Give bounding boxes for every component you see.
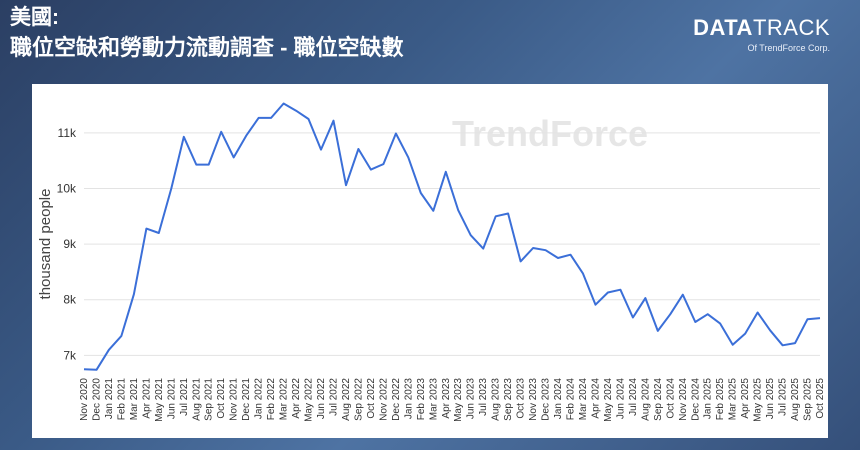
- x-tick-label: Jun 2023: [466, 378, 477, 420]
- x-tick-label: Apr 2022: [291, 378, 302, 419]
- y-axis-label: thousand people: [37, 189, 54, 300]
- brand-wordmark: DATATRACK: [693, 16, 830, 40]
- x-tick-label: Mar 2021: [129, 378, 140, 421]
- x-tick-label: Oct 2021: [216, 378, 227, 419]
- brand-logo: DATATRACK Of TrendForce Corp.: [693, 16, 830, 54]
- y-tick-label: 10k: [57, 182, 77, 196]
- y-tick-label: 8k: [63, 293, 77, 307]
- x-tick-label: Jul 2022: [328, 378, 339, 416]
- x-tick-label: Feb 2025: [715, 378, 726, 421]
- x-tick-label: Nov 2021: [229, 378, 240, 421]
- x-tick-label: May 2023: [453, 378, 464, 422]
- x-tick-label: Sep 2023: [503, 378, 514, 421]
- x-tick-label: Oct 2023: [516, 378, 527, 419]
- x-tick-label: Mar 2024: [578, 378, 589, 421]
- x-tick-label: Oct 2024: [665, 378, 676, 419]
- x-tick-label: Jun 2025: [765, 378, 776, 420]
- x-tick-label: Apr 2021: [141, 378, 152, 419]
- x-axis-ticks: Nov 2020 Dec 2020 Jan 2021 Feb 2021 Mar 2021…: [79, 378, 826, 422]
- x-tick-label: Aug 2022: [341, 378, 352, 421]
- x-tick-label: Apr 2024: [590, 378, 601, 419]
- y-axis-ticks: 7k 8k 9k 10k 11k: [57, 126, 77, 362]
- x-tick-label: Jan 2025: [703, 378, 714, 420]
- x-tick-label: Jul 2025: [778, 378, 789, 416]
- x-tick-label: May 2022: [304, 378, 315, 422]
- x-tick-label: Dec 2020: [91, 378, 102, 421]
- page-title-region: 美國:: [10, 6, 59, 29]
- line-chart: TrendForce 7k 8k 9k 10k 11k Nov 2020 Dec 2020…: [37, 102, 826, 422]
- x-tick-label: Oct 2025: [815, 378, 826, 419]
- page-title: 職位空缺和勞動力流動調查 - 職位空缺數: [10, 35, 404, 60]
- x-tick-label: Jun 2022: [316, 378, 327, 420]
- series-line: [83, 102, 821, 371]
- x-tick-label: Dec 2022: [391, 378, 402, 421]
- x-tick-label: Dec 2024: [690, 378, 701, 421]
- x-tick-label: Jun 2024: [615, 378, 626, 420]
- x-tick-label: Jan 2024: [553, 378, 564, 420]
- grid-lines: [84, 132, 820, 356]
- x-tick-label: Sep 2022: [353, 378, 364, 421]
- y-tick-label: 7k: [63, 348, 77, 362]
- x-tick-label: Sep 2025: [803, 378, 814, 421]
- x-tick-label: Apr 2025: [740, 378, 751, 419]
- x-tick-label: Feb 2021: [116, 378, 127, 421]
- x-tick-label: Jan 2021: [104, 378, 115, 420]
- x-tick-label: Apr 2023: [441, 378, 452, 419]
- x-tick-label: Dec 2023: [541, 378, 552, 421]
- title-block: 美國: 職位空缺和勞動力流動調查 - 職位空缺數: [10, 4, 404, 64]
- x-tick-label: Aug 2021: [191, 378, 202, 421]
- x-tick-label: Dec 2021: [241, 378, 252, 421]
- x-tick-label: Feb 2022: [266, 378, 277, 421]
- x-tick-label: Mar 2023: [428, 378, 439, 421]
- x-tick-label: Jun 2021: [166, 378, 177, 420]
- x-tick-label: Nov 2023: [528, 378, 539, 421]
- x-tick-label: Jul 2023: [478, 378, 489, 416]
- x-tick-label: Mar 2025: [728, 378, 739, 421]
- x-tick-label: May 2021: [154, 378, 165, 422]
- x-tick-label: Mar 2022: [279, 378, 290, 421]
- x-tick-label: Jul 2024: [628, 378, 639, 416]
- x-tick-label: Aug 2024: [640, 378, 651, 421]
- watermark: TrendForce: [452, 113, 648, 154]
- brand-wordmark-bold: DATA: [693, 15, 753, 40]
- x-tick-label: Feb 2023: [416, 378, 427, 421]
- x-tick-label: Jan 2022: [254, 378, 265, 420]
- x-tick-label: Nov 2020: [79, 378, 90, 421]
- x-tick-label: Jan 2023: [403, 378, 414, 420]
- brand-wordmark-light: TRACK: [752, 15, 830, 40]
- brand-subtitle: Of TrendForce Corp.: [747, 43, 830, 53]
- x-tick-label: Nov 2022: [378, 378, 389, 421]
- x-tick-label: Oct 2022: [366, 378, 377, 419]
- x-tick-label: Feb 2024: [566, 378, 577, 421]
- chart-panel: TrendForce 7k 8k 9k 10k 11k Nov 2020 Dec 2020…: [32, 84, 828, 438]
- y-tick-label: 9k: [63, 237, 77, 251]
- x-tick-label: Nov 2024: [678, 378, 689, 421]
- x-tick-label: Aug 2023: [491, 378, 502, 421]
- x-tick-label: Aug 2025: [790, 378, 801, 421]
- x-tick-label: Sep 2024: [653, 378, 664, 421]
- x-tick-label: Jul 2021: [179, 378, 190, 416]
- y-tick-label: 11k: [58, 126, 77, 140]
- x-tick-label: May 2025: [753, 378, 764, 422]
- x-tick-label: May 2024: [603, 378, 614, 422]
- x-tick-label: Sep 2021: [204, 378, 215, 421]
